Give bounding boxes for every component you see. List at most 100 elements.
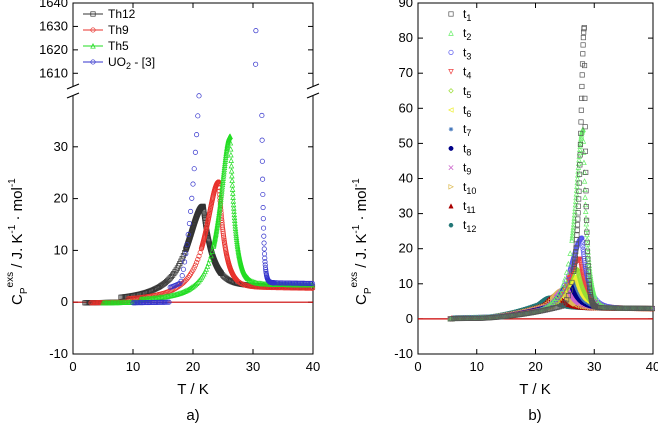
data-point	[553, 295, 559, 301]
data-point	[248, 277, 254, 284]
data-point	[558, 286, 565, 292]
data-point	[232, 225, 239, 231]
data-point	[228, 162, 235, 169]
legend-marker	[90, 11, 96, 17]
data-point	[186, 220, 192, 227]
data-point	[565, 260, 572, 267]
data-point	[579, 270, 586, 276]
data-point	[562, 276, 568, 282]
panel-b-legend: t1 t2 t3 t4 t5 t6 t7 t8 t9 t10 t11 t12	[448, 7, 476, 234]
data-point	[213, 231, 219, 237]
data-point	[224, 142, 231, 149]
data-point	[196, 253, 202, 259]
data-point	[586, 265, 593, 271]
data-point	[194, 132, 200, 138]
panel-a-series-uo2	[130, 28, 316, 306]
data-point	[577, 152, 583, 158]
data-point	[187, 285, 194, 291]
data-point	[574, 232, 580, 238]
panel-b-legend-item: t9	[448, 161, 471, 177]
data-point	[259, 137, 265, 143]
data-point	[578, 265, 585, 272]
data-point	[570, 221, 577, 227]
panel-b-frame	[417, 2, 654, 355]
panel-b-legend-item: t10	[448, 180, 476, 196]
panel-b-xlabel: T / K	[519, 381, 550, 398]
panel-b-legend-item: t3	[448, 45, 471, 61]
data-point	[231, 211, 238, 218]
data-point	[578, 107, 584, 113]
data-point	[573, 245, 579, 251]
data-point	[551, 305, 557, 311]
data-point	[584, 239, 590, 245]
data-point	[572, 258, 578, 264]
legend-label: t10	[463, 180, 476, 196]
panel-a-xtick-label: 40	[306, 359, 320, 374]
data-point	[189, 195, 195, 201]
data-point	[575, 210, 581, 216]
panel-a-ytick-label: 1610	[39, 65, 68, 80]
data-point	[573, 249, 579, 255]
panel-b-ytick-label: 90	[399, 0, 413, 10]
data-point	[215, 217, 221, 224]
panel-b-xtick-label: 10	[470, 359, 484, 374]
axis-break-mark	[66, 92, 80, 99]
panel-a-legend-item: UO2 - [3]	[83, 55, 155, 71]
data-point	[577, 141, 583, 147]
data-point	[205, 260, 212, 266]
panel-b-ylabel-units-sup: -1	[351, 224, 362, 233]
data-point	[587, 272, 594, 279]
panel-b-ytick-label: 80	[399, 30, 413, 45]
data-point	[309, 280, 316, 287]
legend-label: t7	[463, 122, 471, 138]
legend-marker	[448, 223, 454, 228]
data-point	[213, 227, 220, 233]
data-point	[570, 224, 577, 230]
legend-marker	[448, 145, 454, 151]
data-point	[188, 208, 194, 214]
panel-b-legend-item: t2	[448, 26, 471, 42]
data-point	[583, 226, 590, 232]
data-point	[253, 61, 259, 67]
panel-b-ylabel-main: C	[353, 294, 370, 305]
data-point	[221, 234, 227, 240]
data-point	[562, 300, 568, 306]
data-point	[233, 230, 239, 236]
panel-b-data	[418, 25, 656, 322]
data-point	[196, 277, 202, 284]
data-point	[229, 177, 235, 184]
data-point	[569, 232, 576, 238]
panel-b-label: b)	[528, 407, 541, 424]
data-point	[261, 225, 267, 231]
panel-b-ylabel-sub: P	[363, 287, 374, 294]
data-point	[227, 139, 234, 146]
data-point	[577, 171, 583, 177]
panel-b-series-t5	[447, 267, 654, 322]
data-point	[576, 156, 582, 163]
data-point	[193, 280, 200, 286]
data-point	[574, 183, 580, 189]
data-point	[261, 233, 267, 239]
data-point	[546, 306, 552, 312]
legend-marker	[448, 127, 454, 132]
svg-text:CPexs / J. K-1 · mol-1: CPexs / J. K-1 · mol-1	[349, 178, 374, 305]
data-point	[580, 35, 586, 41]
data-point	[563, 269, 570, 275]
panel-a-xtick-label: 0	[69, 359, 76, 374]
data-point	[166, 299, 172, 305]
data-point	[249, 278, 255, 284]
data-point	[221, 236, 227, 242]
data-point	[245, 275, 252, 282]
data-point	[262, 255, 268, 261]
legend-marker	[448, 30, 454, 36]
panel-a-xtick-label: 10	[126, 359, 140, 374]
legend-label: Th5	[108, 39, 129, 53]
data-point	[556, 289, 563, 296]
data-point	[223, 148, 230, 155]
data-point	[575, 203, 581, 209]
panel-a-xlabel: T / K	[177, 381, 208, 398]
data-point	[582, 186, 588, 193]
data-point	[214, 221, 221, 227]
data-point	[231, 217, 238, 223]
panel-a-ytick-label: 1640	[39, 0, 68, 10]
